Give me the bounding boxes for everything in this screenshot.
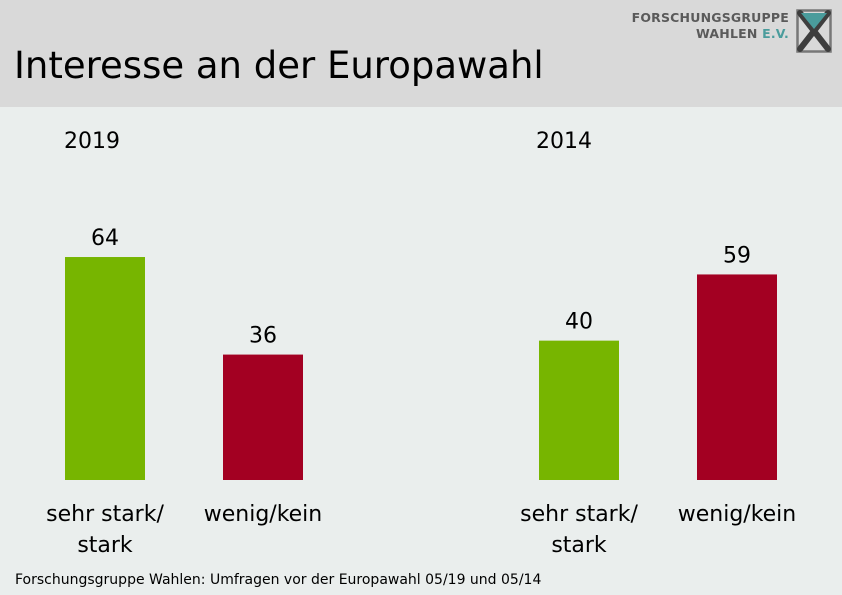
logo-line-2b: E.V.	[762, 26, 789, 41]
logo-text: FORSCHUNGSGRUPPE WAHLEN E.V.	[632, 10, 789, 42]
chart-0-bar-0	[65, 257, 145, 480]
source-footer: Forschungsgruppe Wahlen: Umfragen vor de…	[15, 572, 542, 588]
chart-1-bar-1	[697, 274, 777, 480]
chart-1-bar-0	[539, 340, 619, 480]
chart-0-category-label-1: wenig/kein	[204, 502, 323, 527]
chart-1-category-label-1: wenig/kein	[678, 502, 797, 527]
page-title: Interesse an der Europawahl	[14, 44, 544, 87]
logo-line-1: FORSCHUNGSGRUPPE	[631, 10, 789, 25]
chart-0-bar-1	[223, 354, 303, 480]
logo-line-2a: WAHLEN	[696, 26, 758, 41]
header-band: Interesse an der Europawahl FORSCHUNGSGR…	[0, 0, 842, 107]
chart-1-category-label-0: sehr stark/stark	[520, 502, 638, 558]
chart-1-year-title: 2014	[536, 129, 592, 154]
chart-0-value-label-1: 36	[249, 324, 277, 349]
chart-0-year-title: 2019	[64, 129, 120, 154]
logo-ballot-icon	[796, 9, 832, 53]
chart-0-category-label-0: sehr stark/stark	[46, 502, 164, 558]
chart-1-value-label-0: 40	[565, 310, 593, 335]
chart-0-value-label-0: 64	[91, 226, 119, 251]
logo-line-2: WAHLEN E.V.	[632, 26, 789, 42]
chart-1-value-label-1: 59	[723, 243, 751, 268]
